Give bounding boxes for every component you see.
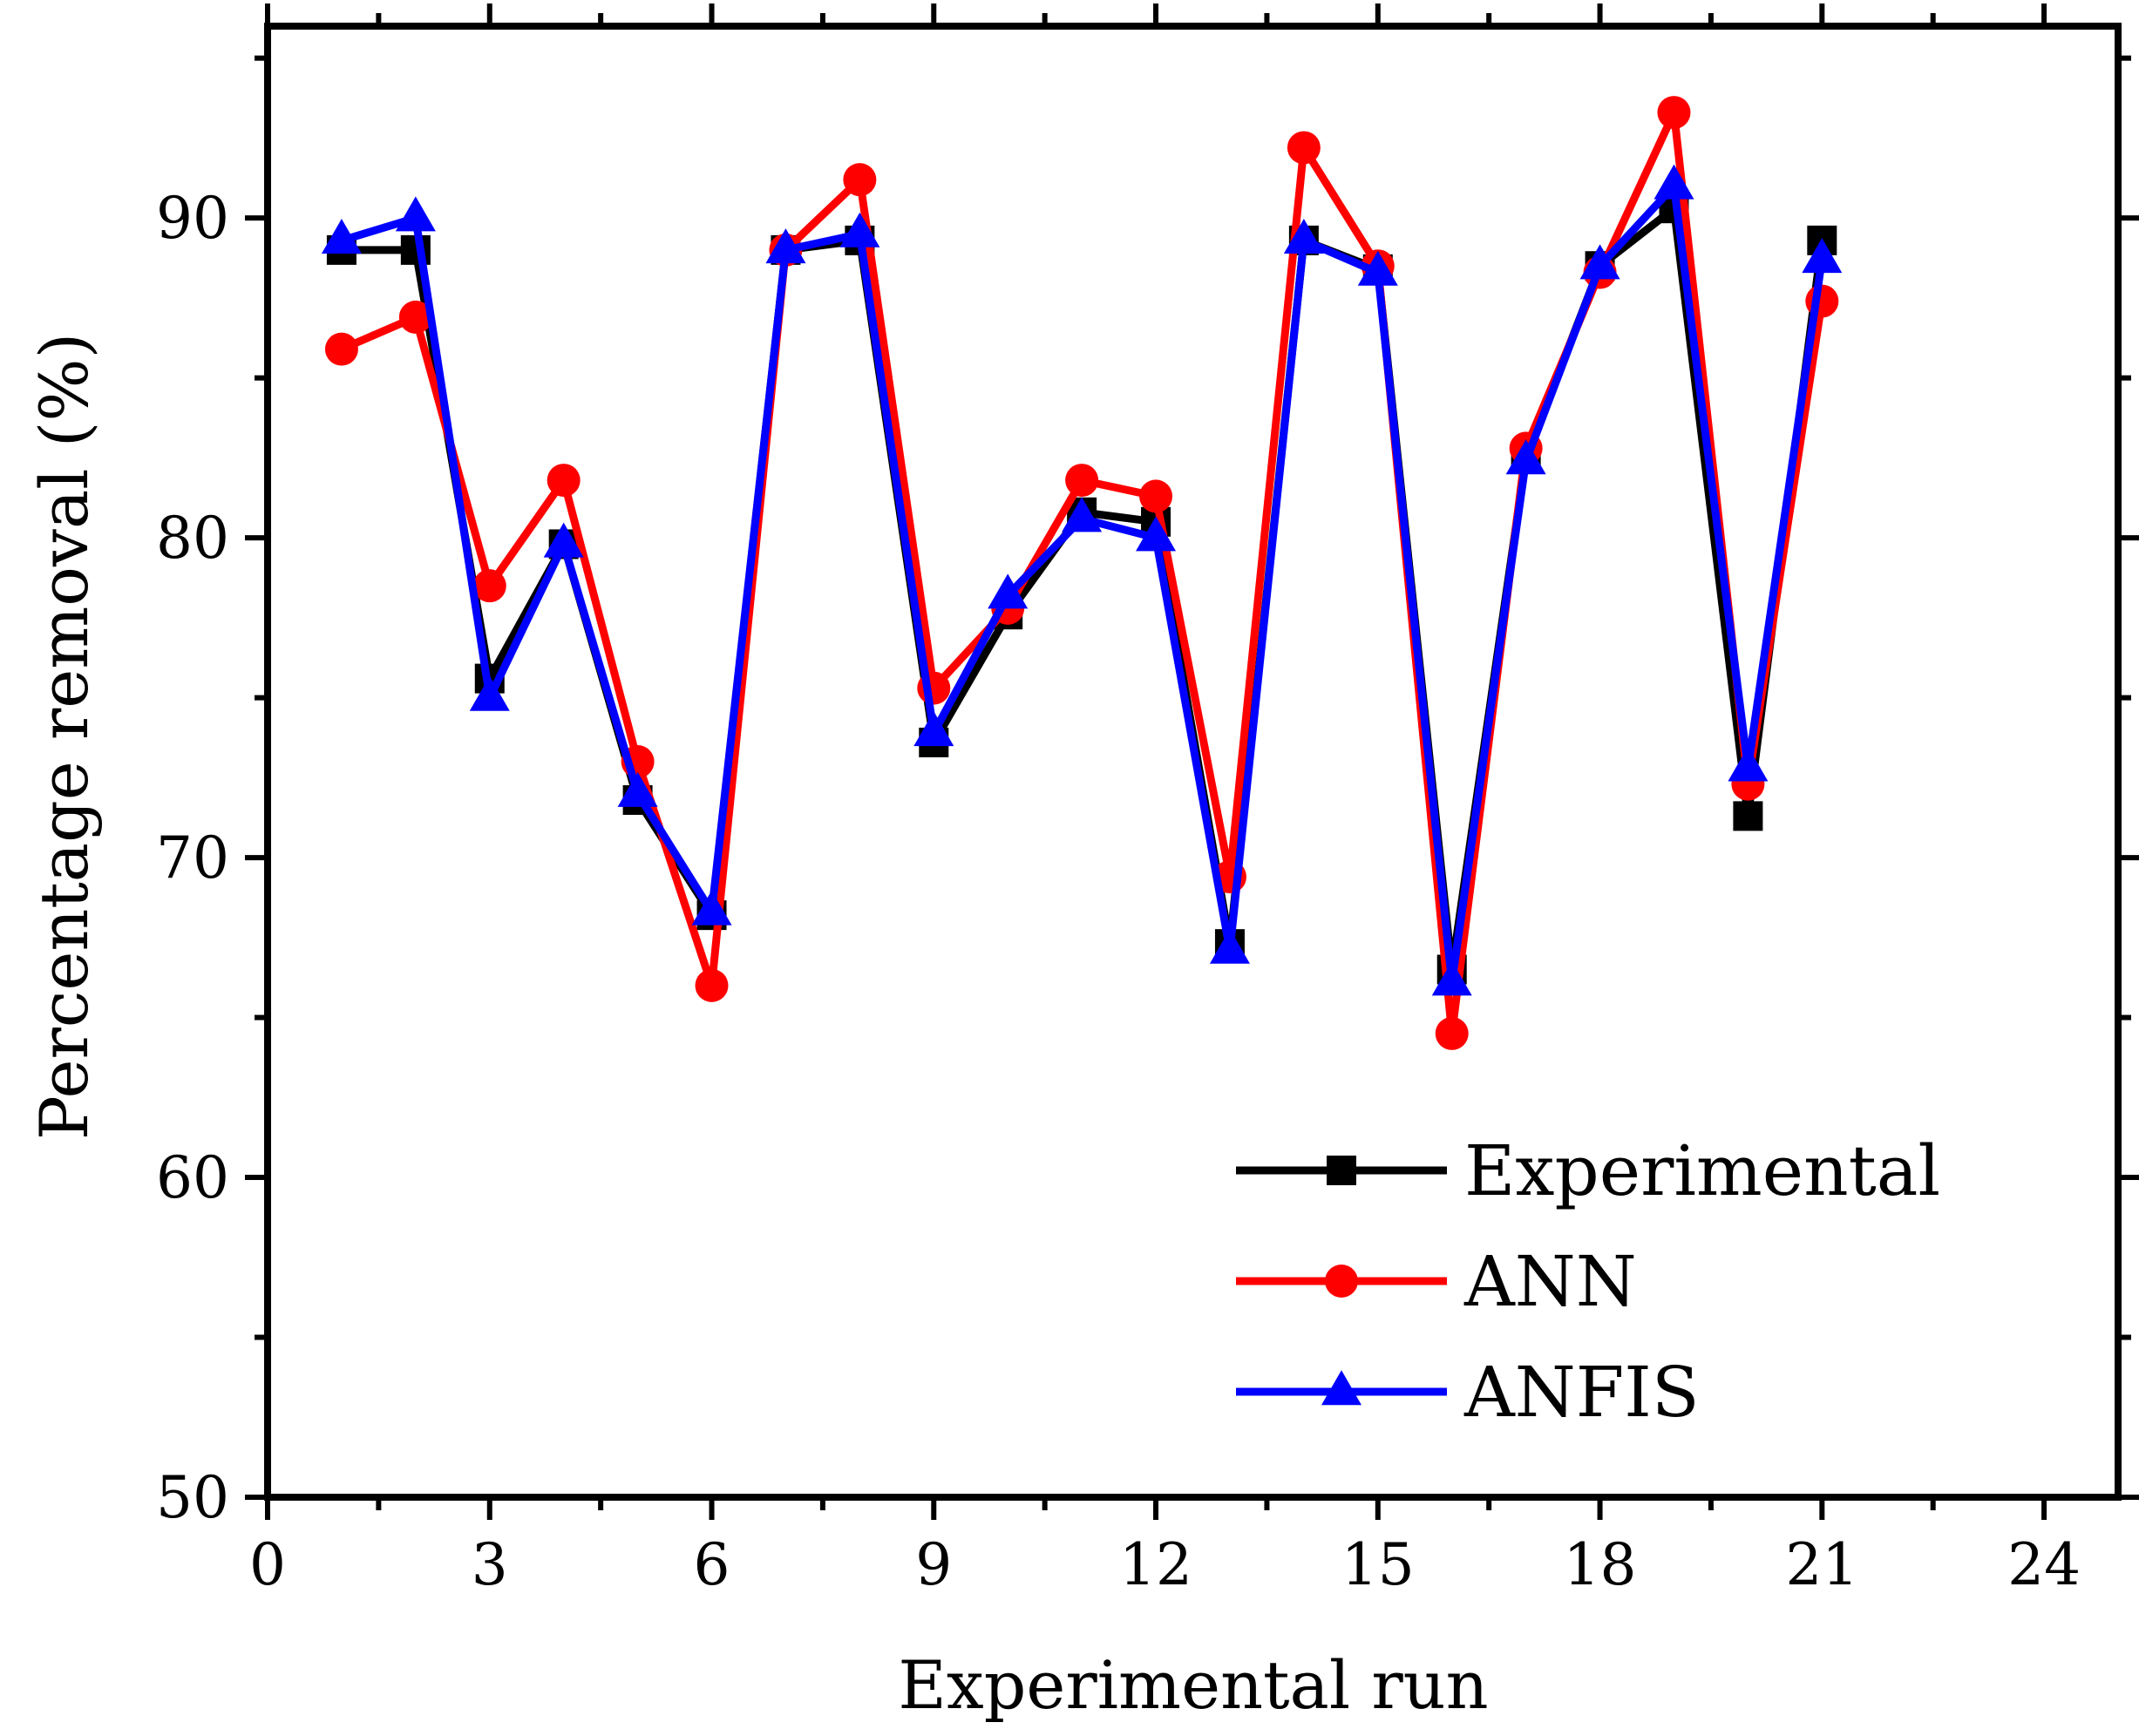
x-tick-label: 15 (1341, 1531, 1415, 1598)
data-point-circle (472, 569, 506, 603)
x-tick-label: 9 (915, 1531, 952, 1598)
legend-marker-square (1327, 1156, 1356, 1185)
axis-tick-labels: 0 3 6 9 12 15 18 21 24 50 60 70 80 90 (156, 185, 2081, 1598)
x-tick-label: 6 (694, 1531, 730, 1598)
data-point-triangle (765, 228, 806, 264)
data-point-circle (324, 332, 358, 366)
data-point-triangle (1062, 497, 1103, 532)
legend-marker-triangle (1321, 1370, 1361, 1406)
data-point-circle (398, 300, 432, 334)
legend-item-experimental: Experimental (1236, 1130, 1940, 1211)
data-point-triangle (1505, 439, 1546, 475)
y-tick-label: 80 (156, 505, 229, 572)
data-point-triangle (1802, 238, 1843, 274)
data-point-circle (547, 464, 581, 498)
series-anfis (321, 164, 1843, 996)
x-tick-label: 24 (2007, 1531, 2081, 1598)
data-point-triangle (1579, 244, 1620, 280)
y-tick-label: 50 (156, 1464, 229, 1531)
data-point-circle (695, 968, 729, 1002)
data-point-triangle (469, 675, 510, 711)
x-tick-label: 0 (249, 1531, 286, 1598)
data-point-triangle (839, 212, 880, 248)
data-point-square (1733, 801, 1763, 831)
legend-marker-circle (1325, 1265, 1358, 1298)
data-point-triangle (1209, 928, 1250, 964)
legend: Experimental ANN ANFIS (1236, 1130, 1940, 1433)
y-tick-label: 90 (156, 185, 229, 252)
data-point-triangle (1136, 516, 1177, 552)
data-point-triangle (913, 711, 954, 747)
data-point-triangle (1283, 219, 1324, 254)
data-point-triangle (988, 573, 1029, 609)
x-tick-label: 21 (1785, 1531, 1858, 1598)
y-tick-label: 70 (156, 824, 229, 892)
data-point-triangle (691, 890, 732, 926)
legend-label: ANFIS (1463, 1352, 1700, 1433)
plot-area (264, 23, 2122, 1501)
series-line (341, 204, 1826, 973)
legend-label: Experimental (1464, 1130, 1940, 1211)
series-experimental (326, 193, 1837, 985)
data-point-circle (1139, 479, 1173, 513)
x-tick-label: 3 (472, 1531, 508, 1598)
data-point-triangle (1728, 746, 1769, 782)
data-point-triangle (321, 219, 362, 254)
series-line (340, 182, 1826, 987)
data-point-triangle (543, 522, 584, 558)
data-point-triangle (1653, 164, 1694, 200)
data-point-circle (1435, 1016, 1469, 1050)
legend-label: ANN (1463, 1241, 1637, 1322)
data-point-circle (1065, 464, 1099, 498)
data-point-triangle (617, 771, 658, 807)
y-axis-title: Percentage removal (%) (25, 333, 103, 1141)
data-point-triangle (395, 196, 436, 232)
data-point-circle (1657, 96, 1691, 130)
x-tick-label: 18 (1564, 1531, 1637, 1598)
data-point-triangle (1357, 250, 1398, 286)
plot-frame (264, 23, 2122, 1501)
y-tick-label: 60 (156, 1144, 229, 1211)
data-point-circle (1287, 131, 1321, 165)
x-tick-label: 12 (1119, 1531, 1192, 1598)
data-point-triangle (1431, 960, 1472, 996)
data-point-circle (843, 163, 877, 197)
axis-ticks (245, 3, 2139, 1520)
legend-item-ann: ANN (1236, 1241, 1637, 1322)
legend-item-anfis: ANFIS (1236, 1352, 1700, 1433)
series-layer (321, 96, 1843, 1050)
x-axis-title: Experimental run (898, 1646, 1488, 1724)
